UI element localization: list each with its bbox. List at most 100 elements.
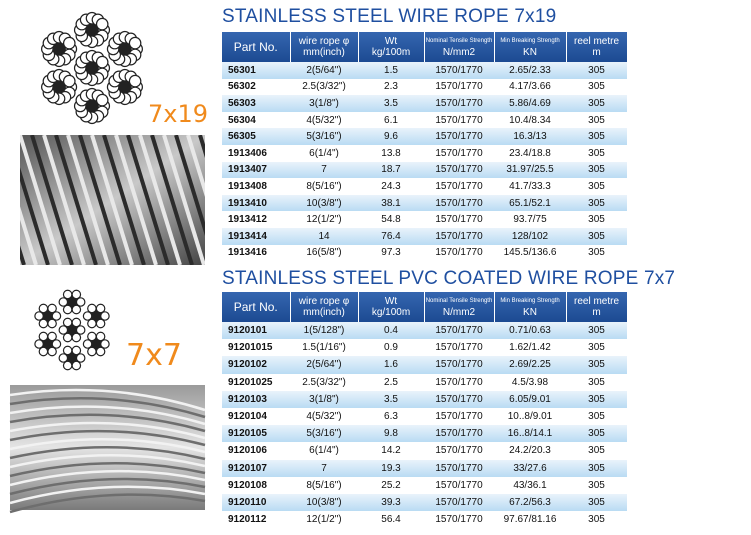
cell: 39.3 (358, 493, 424, 512)
wire (62, 36, 76, 50)
cell: 2.5(3/32") (302, 81, 346, 93)
cell: 31.97/25.5 (494, 161, 566, 179)
cell: 305 (588, 342, 605, 354)
cell: 1913410 (222, 194, 290, 212)
wire (58, 297, 69, 307)
cell: 305 (588, 514, 605, 526)
cell: 5.86/4.69 (494, 95, 566, 112)
cell: 2.5(3/32") (302, 376, 346, 388)
wire (84, 98, 100, 114)
cell: 4(5/32") (306, 114, 342, 126)
cell: 1570/1770 (435, 147, 483, 159)
cell: 19.3 (358, 459, 424, 477)
wire (47, 346, 57, 357)
wire (34, 339, 44, 349)
header-line: reel metre (573, 296, 619, 307)
header-line: Wt (384, 296, 398, 307)
wire (42, 338, 54, 350)
cell: 9.8 (358, 425, 424, 443)
header-cell: Part No. (222, 32, 291, 62)
header-cell: Min Breaking Strength KN (494, 32, 567, 62)
section-title: STAINLESS STEEL PVC COATED WIRE ROPE 7x7 (222, 268, 676, 289)
cell: 305 (566, 95, 627, 112)
cell: 1570/1770 (424, 227, 494, 245)
construction-label: 7x19 (148, 100, 209, 128)
wire (38, 346, 49, 357)
cell: 305 (588, 114, 605, 126)
rope-coil (9, 405, 206, 426)
cell: 97.67/81.16 (503, 514, 557, 526)
data-row: 9120103 3(1/8") 3.5 1570/1770 6.05/9.01 305 (222, 390, 627, 408)
cell: 56305 (222, 128, 290, 145)
data-row: 56301 2(5/64") 1.5 1570/1770 2.65/2.33 305 (222, 62, 627, 79)
cell: 305 (566, 493, 627, 512)
wire (51, 41, 67, 57)
cell: 3(1/8") (290, 390, 358, 408)
wire (90, 338, 102, 350)
cell: 1570/1770 (435, 376, 483, 388)
cell: 4.5/3.98 (511, 376, 549, 388)
cell: 9120102 (222, 356, 290, 374)
wire (66, 352, 78, 364)
cell: 9120105 (222, 425, 290, 443)
cell: 6.3 (384, 411, 398, 423)
cell: 305 (566, 161, 627, 179)
cell: 1570/1770 (435, 445, 483, 457)
cell: 1570/1770 (424, 459, 494, 477)
cell: 6.1 (384, 114, 398, 126)
cell: 4.17/3.66 (509, 81, 551, 93)
cell: 18.7 (358, 161, 424, 179)
cell: 7 (290, 459, 358, 477)
cell: 1570/1770 (424, 95, 494, 112)
rope-strand (30, 135, 74, 265)
cell: 1570/1770 (424, 128, 494, 145)
cell: 5(3/16") (290, 128, 358, 145)
cell: 305 (588, 411, 605, 423)
wire (90, 310, 102, 322)
cell: 12(1/2") (306, 514, 342, 526)
cell: 1(5/128") (290, 322, 358, 340)
cell: 305 (566, 356, 627, 374)
cell: 9120104 (228, 411, 267, 423)
rope-coil (9, 388, 206, 412)
data-row: 1913406 6(1/4") 13.8 1570/1770 23.4/18.8 305 (222, 145, 627, 162)
wire (82, 339, 93, 349)
cell: 56304 (228, 114, 256, 126)
cell: 9120107 (222, 459, 290, 477)
wire (75, 297, 86, 307)
cell: 305 (588, 81, 605, 93)
wire (47, 331, 57, 342)
cell: 305 (566, 322, 627, 340)
data-row: 9120110 10(3/8") 39.3 1570/1770 67.2/56.3 305 (222, 493, 627, 512)
header-cell: wire rope φ mm(inch) (290, 292, 359, 322)
cell: 1913407 (222, 161, 290, 179)
cell: 56302 (228, 81, 256, 93)
cell: 76.4 (358, 227, 424, 245)
wire (47, 303, 57, 314)
wire (87, 331, 97, 342)
cell: 91201025 (228, 376, 273, 388)
wire (47, 318, 57, 329)
wire (38, 331, 49, 342)
cell: 1.62/1.42 (509, 342, 551, 354)
rope-coil (9, 461, 206, 478)
header-line: Part No. (233, 39, 278, 54)
cell: 97.3 (381, 247, 401, 259)
cell: 305 (588, 180, 605, 192)
cell: 1.6 (358, 356, 424, 374)
data-row: 56304 4(5/32") 6.1 1570/1770 10.4/8.34 305 (222, 112, 627, 129)
rope-strand (138, 135, 182, 265)
rope-coil (9, 429, 206, 447)
cell: 10.4/8.34 (509, 114, 551, 126)
rope-coil (9, 421, 206, 440)
data-row: 9120101 1(5/128") 0.4 1570/1770 0.71/0.63 305 (222, 322, 627, 340)
cell: 305 (588, 376, 605, 388)
cell: 65.1/52.1 (494, 194, 566, 212)
cell: 41.7/33.3 (509, 180, 551, 192)
cell: 16(5/8") (306, 247, 342, 259)
header-line: mm(inch) (303, 47, 345, 58)
cell: 10(3/8") (290, 194, 358, 212)
rope-strand (20, 167, 50, 265)
cell: 8(5/16") (306, 479, 342, 491)
header-cell: Wt kg/100m (358, 292, 425, 322)
